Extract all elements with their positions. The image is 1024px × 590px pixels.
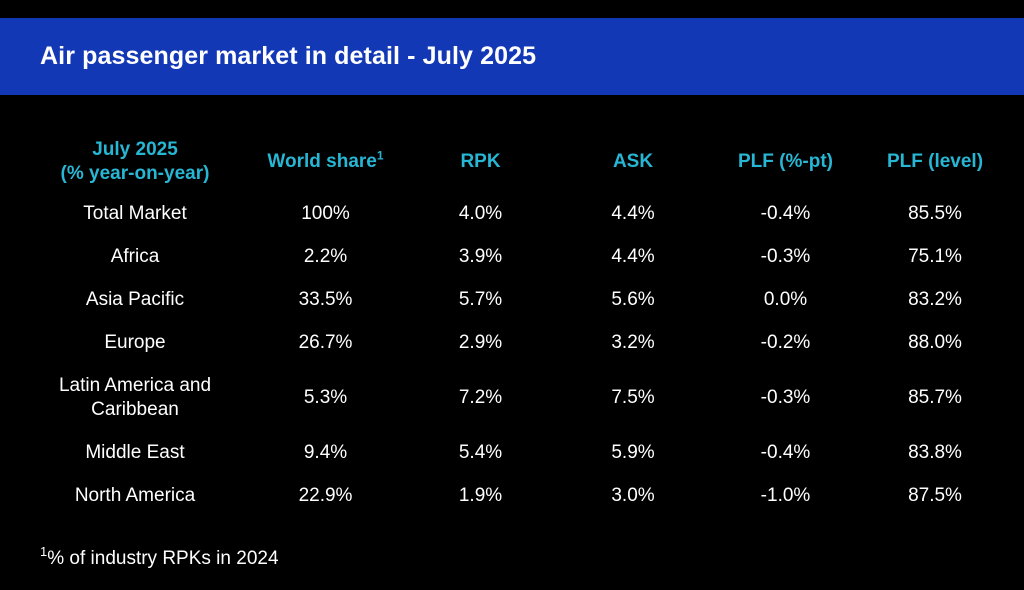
cell-region: Asia Pacific: [85, 288, 185, 310]
cell-world-share: 100%: [301, 202, 350, 224]
cell-plf-level: 83.8%: [908, 441, 962, 463]
cell-plf-level: 85.7%: [908, 386, 962, 408]
column-header-rpk: RPK: [460, 151, 501, 172]
cell-ask: 5.9%: [611, 441, 655, 463]
cell-ask: 4.4%: [611, 202, 655, 224]
cell-plf-pt: -0.4%: [760, 441, 811, 463]
cell-plf-pt: -0.4%: [760, 202, 811, 224]
column-header-world-share-label: World share: [267, 151, 377, 172]
cell-rpk: 7.2%: [458, 386, 503, 408]
cell-plf-level: 85.5%: [908, 202, 962, 224]
cell-plf-level: 83.2%: [908, 288, 962, 310]
cell-region: Africa: [110, 245, 160, 267]
cell-region: Middle East: [85, 441, 185, 463]
cell-region-line2: Caribbean: [91, 398, 179, 420]
cell-ask: 5.6%: [611, 288, 655, 310]
cell-rpk: 2.9%: [458, 331, 503, 353]
column-header-region-line1: July 2025: [92, 139, 178, 160]
cell-plf-level: 88.0%: [908, 331, 962, 353]
table-row: Asia Pacific 33.5% 5.7% 5.6% 0.0% 83.2%: [22, 278, 1007, 321]
cell-region-line1: Latin America and: [58, 374, 212, 396]
column-header-plf-pt: PLF (%-pt): [738, 151, 833, 172]
footnote-text: % of industry RPKs in 2024: [47, 548, 279, 569]
cell-plf-level: 75.1%: [908, 245, 962, 267]
column-header-region: July 2025 (% year-on-year): [22, 132, 248, 192]
cell-region: North America: [74, 484, 196, 506]
page-title: Air passenger market in detail - July 20…: [40, 42, 537, 70]
cell-ask: 3.2%: [611, 331, 655, 353]
cell-world-share: 33.5%: [298, 288, 353, 310]
cell-world-share: 5.3%: [303, 386, 348, 408]
column-header-ask: ASK: [612, 151, 654, 172]
table-row: Total Market 100% 4.0% 4.4% -0.4% 85.5%: [22, 192, 1007, 235]
table-row: Middle East 9.4% 5.4% 5.9% -0.4% 83.8%: [22, 431, 1007, 474]
cell-rpk: 4.0%: [458, 202, 503, 224]
cell-ask: 3.0%: [611, 484, 655, 506]
cell-rpk: 5.4%: [458, 441, 503, 463]
cell-world-share: 26.7%: [298, 331, 353, 353]
cell-plf-level: 87.5%: [908, 484, 962, 506]
cell-region: Total Market: [83, 202, 187, 224]
column-header-plf-level: PLF (level): [886, 151, 984, 172]
table-row: Europe 26.7% 2.9% 3.2% -0.2% 88.0%: [22, 321, 1007, 364]
cell-world-share: 9.4%: [303, 441, 348, 463]
cell-world-share: 2.2%: [303, 245, 348, 267]
cell-plf-pt: -1.0%: [760, 484, 811, 506]
cell-world-share: 22.9%: [298, 484, 353, 506]
market-table: July 2025 (% year-on-year) World share1 …: [22, 132, 1007, 517]
cell-ask: 4.4%: [611, 245, 655, 267]
cell-region: Latin America and Caribbean: [22, 364, 248, 431]
cell-plf-pt: -0.2%: [760, 331, 811, 353]
cell-plf-pt: -0.3%: [760, 245, 811, 267]
cell-rpk: 1.9%: [458, 484, 503, 506]
column-header-world-share: World share1: [248, 132, 403, 192]
table-row: North America 22.9% 1.9% 3.0% -1.0% 87.5…: [22, 474, 1007, 517]
cell-ask: 7.5%: [611, 386, 655, 408]
cell-plf-pt: 0.0%: [763, 288, 808, 310]
title-banner: Air passenger market in detail - July 20…: [0, 18, 1024, 95]
cell-rpk: 5.7%: [458, 288, 503, 310]
column-header-region-line2: (% year-on-year): [60, 163, 210, 184]
cell-rpk: 3.9%: [458, 245, 503, 267]
table-row: Latin America and Caribbean 5.3% 7.2% 7.…: [22, 364, 1007, 431]
table-header-row: July 2025 (% year-on-year) World share1 …: [22, 132, 1007, 192]
cell-region: Europe: [104, 331, 166, 353]
cell-plf-pt: -0.3%: [760, 386, 811, 408]
table-row: Africa 2.2% 3.9% 4.4% -0.3% 75.1%: [22, 235, 1007, 278]
footnote-marker: 1: [40, 544, 48, 559]
footnote: 1% of industry RPKs in 2024: [40, 545, 279, 570]
footnote-marker-header: 1: [376, 148, 384, 163]
